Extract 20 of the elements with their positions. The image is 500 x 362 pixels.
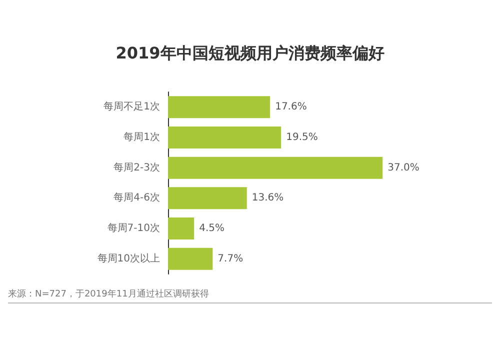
data-label: 19.5% [286,132,318,143]
y-tick-label: 每周2-3次 [114,161,160,174]
y-tick-label: 每周1次 [124,131,160,143]
bar [168,96,270,118]
bar [168,218,194,240]
y-tick-label: 每周7-10次 [107,222,160,234]
source-note: 来源：N=727，于2019年11月通过社区调研获得 [8,288,209,300]
bar [168,126,282,148]
bar [168,248,213,270]
y-tick-label: 每周10次以上 [97,252,160,264]
bar [168,156,383,179]
y-tick-label: 每周4-6次 [114,192,160,204]
bar [168,187,247,210]
y-tick-label: 每周不足1次 [104,100,160,113]
data-label: 7.7% [218,253,244,264]
data-label: 17.6% [275,102,307,113]
data-label: 4.5% [199,223,225,234]
data-label: 13.6% [252,192,284,204]
data-label: 37.0% [388,162,420,174]
chart-title: 2019年中国短视频用户消费频率偏好 [116,44,384,62]
